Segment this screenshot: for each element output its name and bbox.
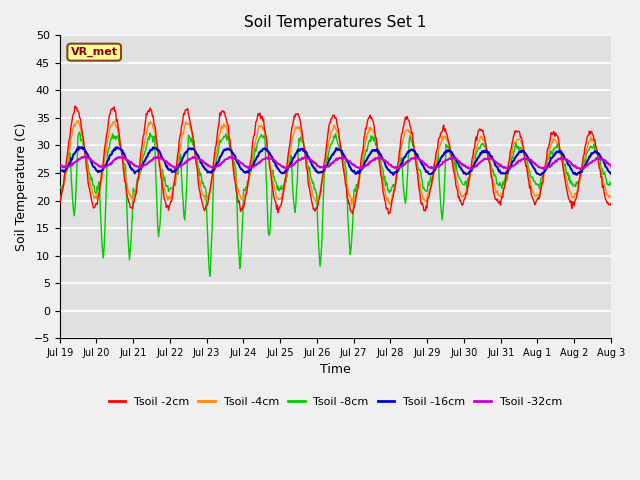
X-axis label: Time: Time	[320, 363, 351, 376]
Y-axis label: Soil Temperature (C): Soil Temperature (C)	[15, 122, 28, 251]
Text: VR_met: VR_met	[70, 47, 118, 57]
Legend: Tsoil -2cm, Tsoil -4cm, Tsoil -8cm, Tsoil -16cm, Tsoil -32cm: Tsoil -2cm, Tsoil -4cm, Tsoil -8cm, Tsoi…	[104, 392, 566, 411]
Title: Soil Temperatures Set 1: Soil Temperatures Set 1	[244, 15, 426, 30]
